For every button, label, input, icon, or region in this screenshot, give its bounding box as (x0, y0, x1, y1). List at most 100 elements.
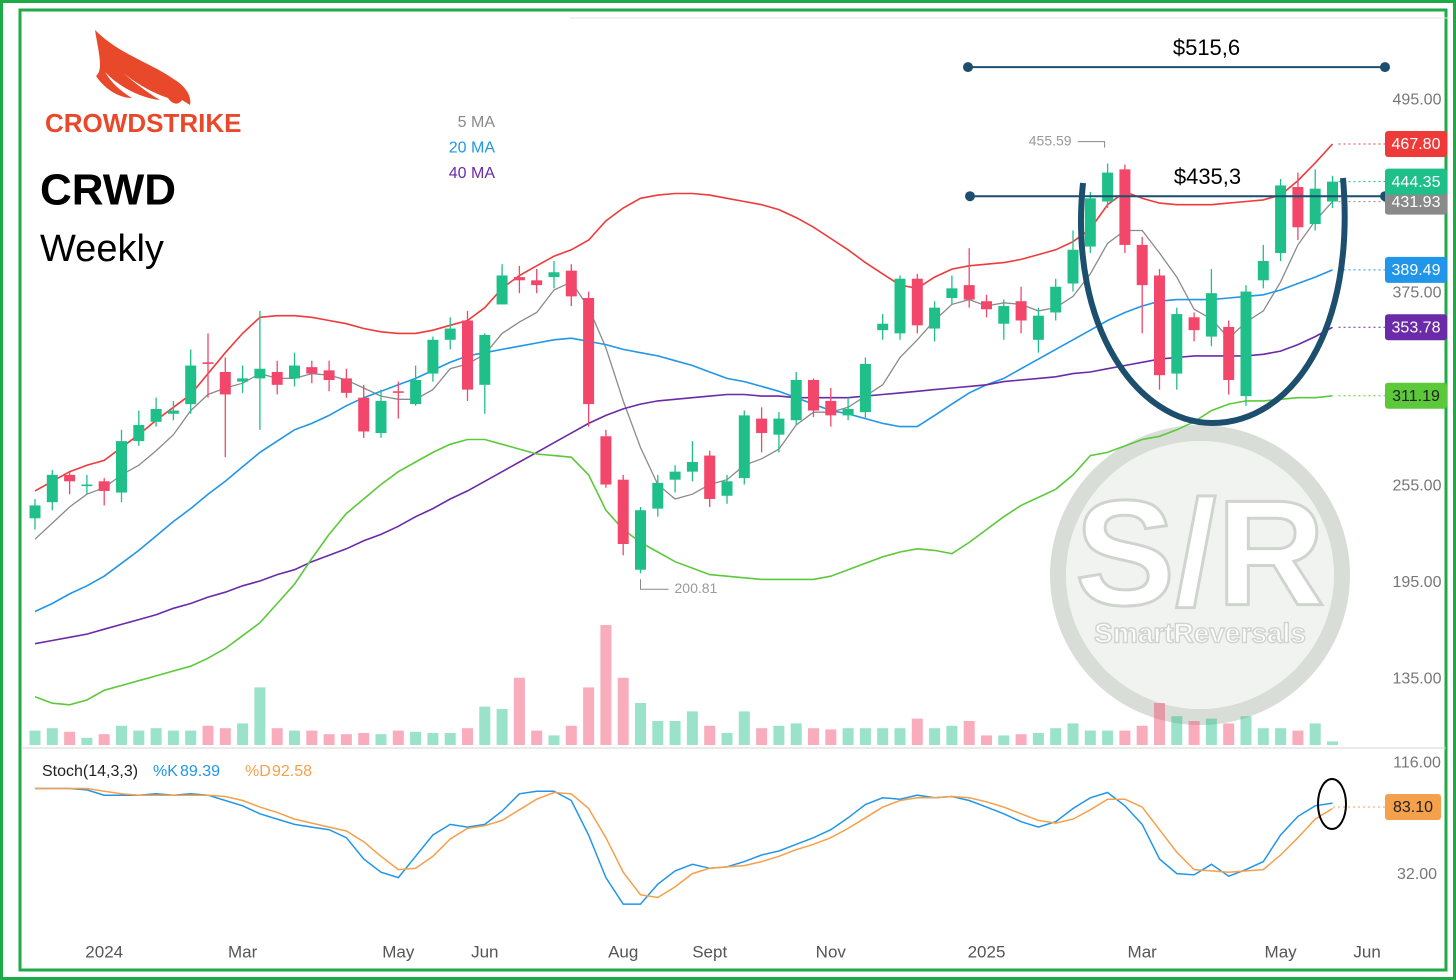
volume-bar (185, 730, 197, 745)
volume-bar (583, 687, 595, 745)
volume-bar (306, 730, 318, 745)
volume-bar (444, 733, 456, 745)
value-badge (1385, 188, 1447, 215)
x-tick-label: Jun (1353, 942, 1380, 961)
volume-bar (64, 731, 76, 745)
candle-body (1136, 244, 1148, 286)
volume-bar (1205, 718, 1217, 745)
candle-body (1119, 169, 1131, 245)
y-tick-label: 195.00 (1393, 574, 1442, 591)
volume-bar (531, 730, 543, 745)
volume-bar (1067, 723, 1079, 745)
candle-body (808, 380, 819, 411)
x-tick-label: Nov (816, 942, 847, 961)
value-badge (1385, 168, 1447, 195)
candle-body (911, 278, 923, 326)
volume-bar (219, 728, 231, 745)
legend-entry: 40 MA (449, 165, 496, 182)
candle-body (289, 365, 300, 379)
stoch-legend-name: %D (245, 763, 271, 780)
value-badge (1385, 130, 1447, 157)
plot: 2024 Mar May Jun Aug Sept Nov 2025 Mar May Jun 495.… (29, 35, 1447, 961)
volume-bar (237, 723, 249, 745)
value-badge-label: 389.49 (1392, 262, 1441, 279)
candle-body (548, 272, 560, 278)
ma-line (34, 201, 1333, 540)
candle-body (1223, 326, 1235, 380)
y-tick-label: 495.00 (1393, 91, 1442, 108)
candle-body (565, 270, 577, 297)
candle-body (64, 474, 76, 482)
volume-bar (167, 730, 179, 745)
volume-bar (877, 728, 889, 745)
volume-bar (29, 730, 41, 745)
candle-body (496, 275, 508, 305)
x-tick-label: Mar (228, 942, 258, 961)
candle-body (81, 484, 93, 487)
candle-body (479, 334, 491, 385)
candle-body (306, 367, 318, 374)
volume-bar (1240, 716, 1252, 745)
volume-bar (600, 625, 612, 745)
ma-line (34, 143, 1334, 492)
y-tick-label: 375.00 (1393, 284, 1442, 301)
candle-body (444, 328, 456, 340)
level-end (1380, 62, 1390, 73)
stoch-highlight (1317, 778, 1347, 830)
candle-body (1102, 172, 1114, 202)
candle-body (1275, 185, 1287, 253)
legend-entry: 5 MA (458, 114, 496, 131)
volume-bar (929, 728, 941, 745)
value-badge (1385, 256, 1447, 283)
volume-bar (1119, 730, 1131, 745)
volume-bar (911, 718, 923, 745)
candle-body (254, 368, 266, 379)
volume-bar (1032, 733, 1044, 745)
candle-body (981, 301, 992, 310)
candle-body (185, 365, 197, 405)
candle-body (1257, 261, 1269, 281)
volume-bar (150, 728, 162, 745)
candle-body (427, 339, 439, 374)
x-tick-label: 2024 (85, 942, 123, 961)
candle-body (1015, 301, 1027, 321)
candle-body (756, 418, 768, 434)
volume-bar (825, 729, 837, 745)
volume-bar (1154, 703, 1165, 745)
candle-body (29, 505, 41, 519)
stoch-tick-label: 116.00 (1393, 755, 1441, 772)
volume-bar (1136, 725, 1148, 745)
candle-body (1292, 187, 1304, 228)
candle-body (669, 471, 681, 480)
candle-body (98, 481, 110, 491)
candle-body (1084, 198, 1096, 247)
volume-bar (1171, 716, 1183, 745)
candle-body (721, 481, 733, 496)
watermark-mark: S/R (1075, 469, 1325, 637)
candle-body (600, 436, 612, 485)
volume-bar (1188, 721, 1200, 745)
volume-bar (859, 728, 871, 745)
x-tick-label: Sept (692, 942, 727, 961)
candle-body (1309, 188, 1321, 225)
volume-bar (375, 734, 387, 745)
watermark-ring (1050, 425, 1350, 725)
y-tick-label: 255.00 (1393, 477, 1442, 494)
candle-body (513, 277, 525, 281)
volume-bar (617, 677, 629, 745)
candle-body (410, 380, 422, 405)
value-badge (1385, 382, 1447, 409)
stoch-legend-value: 89.39 (180, 763, 220, 780)
stoch-legend-value: 92.58 (272, 763, 312, 780)
value-badge-label: 353.78 (1392, 320, 1441, 337)
candle-body (1154, 275, 1165, 376)
volume-bar (202, 725, 214, 745)
watermark: S/R SmartReversals (1050, 425, 1350, 725)
volume-bar (790, 723, 802, 745)
volume-bar (98, 734, 110, 745)
stoch-badge (1385, 794, 1441, 820)
volume-bar (686, 711, 698, 745)
stoch-legend-name: %K (153, 763, 178, 780)
volume-bar (271, 728, 283, 745)
candle-body (877, 323, 889, 331)
